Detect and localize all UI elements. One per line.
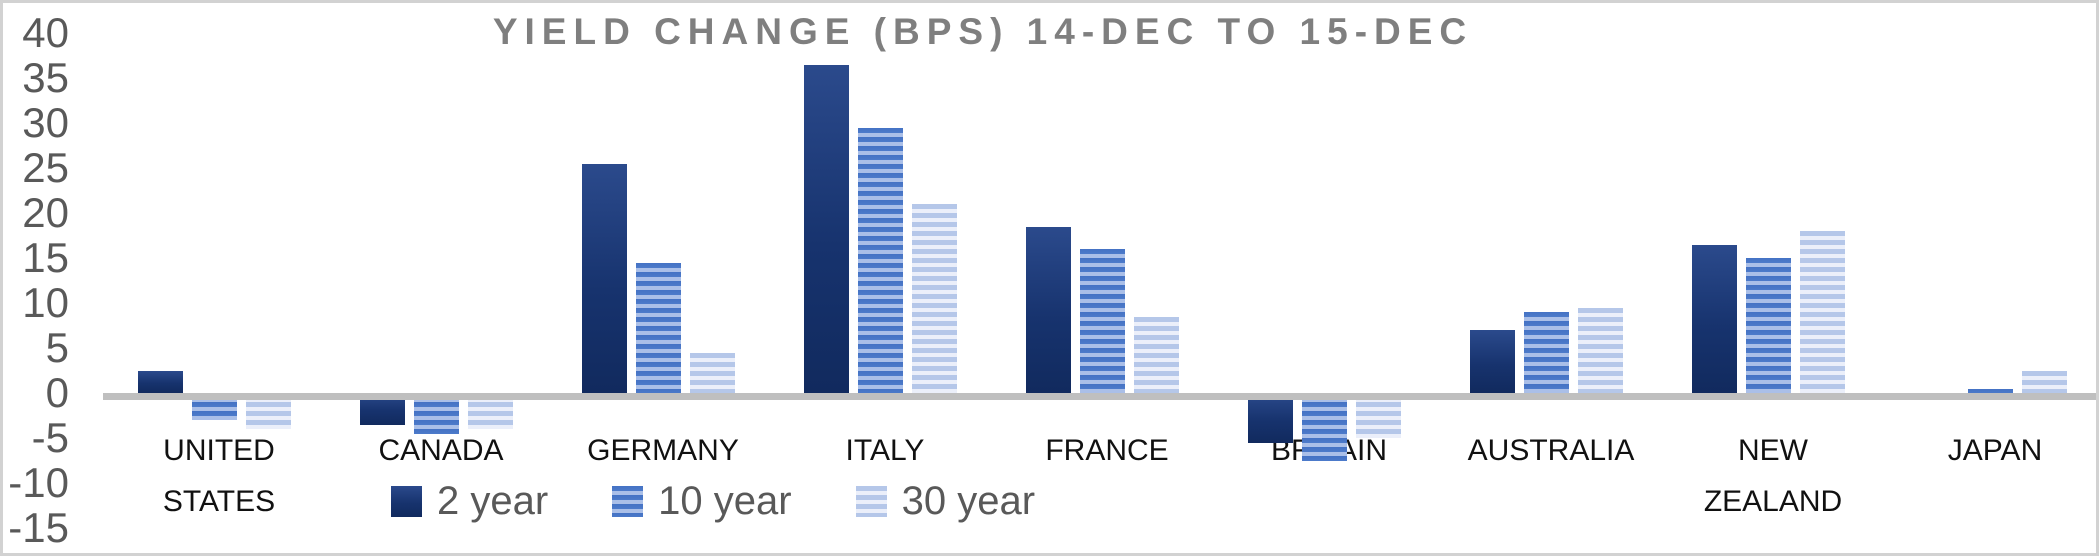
legend-item-10-year: 10 year [612, 479, 792, 524]
y-tick-label: 30 [22, 99, 69, 146]
bar-10-year-italy [858, 127, 903, 393]
bar-30-year-italy [912, 204, 957, 393]
bar-10-year-australia [1524, 312, 1569, 393]
bar-10-year-britain [1302, 393, 1347, 461]
legend-label: 10 year [658, 479, 792, 523]
legend-item-30-year: 30 year [855, 479, 1036, 524]
bar-10-year-new-zealand [1746, 258, 1791, 393]
bar-30-year-france [1134, 316, 1179, 393]
bar-2-year-germany [582, 163, 627, 393]
bar-2-year-italy [804, 64, 849, 393]
bar-2-year-new-zealand [1692, 244, 1737, 393]
bar-10-year-germany [636, 262, 681, 393]
y-tick-label: 40 [22, 9, 69, 56]
legend-item-2-year: 2 year [391, 479, 548, 524]
bar-30-year-germany [690, 352, 735, 393]
category-label-germany: GERMANY [587, 434, 739, 467]
bar-2-year-britain [1248, 393, 1293, 443]
y-tick-label: 20 [22, 189, 69, 236]
bar-2-year-united-states [138, 370, 183, 393]
y-tick-label: 0 [45, 369, 69, 416]
bar-10-year-france [1080, 249, 1125, 393]
y-tick-label: -5 [31, 414, 69, 461]
category-label-italy: ITALY [845, 434, 925, 467]
category-label-canada: CANADA [378, 434, 504, 467]
category-label-united-states: UNITED STATES [162, 434, 276, 518]
bar-10-year-japan [1968, 389, 2013, 393]
chart-title: YIELD CHANGE (BPS) 14-DEC TO 15-DEC [492, 11, 1474, 52]
legend-swatch-icon [612, 486, 644, 517]
legend-label: 30 year [901, 479, 1036, 523]
bar-30-year-britain [1356, 393, 1401, 438]
category-label-new-zealand: NEW ZEALAND [1703, 434, 1843, 518]
y-tick-label: 5 [45, 324, 69, 371]
bar-2-year-australia [1470, 330, 1515, 393]
category-label-france: FRANCE [1045, 434, 1169, 467]
legend-swatch-icon [391, 486, 422, 517]
bar-30-year-australia [1578, 307, 1623, 393]
bar-30-year-japan [2022, 370, 2067, 393]
legend: 2 year 10 year 30 year [391, 479, 1035, 524]
y-tick-label: 10 [22, 279, 69, 326]
legend-label: 2 year [437, 479, 549, 523]
y-tick-label: 15 [22, 234, 69, 281]
y-tick-label: 35 [22, 54, 69, 101]
legend-swatch-icon [855, 486, 887, 517]
bar-30-year-new-zealand [1800, 231, 1845, 393]
y-tick-label: -10 [8, 459, 69, 506]
category-label-japan: JAPAN [1947, 434, 2043, 467]
category-label-australia: AUSTRALIA [1467, 434, 1635, 467]
bar-2-year-france [1026, 226, 1071, 393]
y-tick-label: -15 [8, 504, 69, 551]
y-tick-label: 25 [22, 144, 69, 191]
zero-axis-line [103, 393, 2096, 400]
